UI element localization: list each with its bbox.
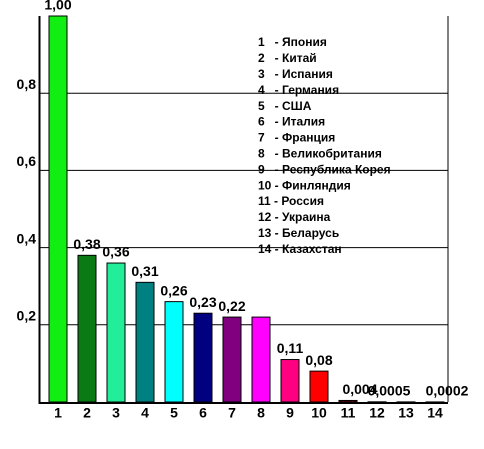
x-tick-label: 9	[286, 405, 294, 421]
legend-entry: 10 - Финляндия	[258, 178, 351, 192]
value-label: 0,38	[73, 236, 100, 252]
value-label: 0,36	[102, 244, 129, 260]
x-tick-label: 3	[112, 405, 120, 421]
y-tick-label: 0,4	[17, 230, 37, 246]
legend-entry: 6 - Италия	[258, 115, 325, 129]
bar	[251, 316, 271, 403]
x-tick-label: 7	[228, 405, 236, 421]
x-tick-label: 13	[398, 405, 414, 421]
x-tick-label: 2	[83, 405, 91, 421]
legend-entry: 12 - Украина	[258, 210, 331, 224]
x-tick-label: 12	[369, 405, 385, 421]
bar	[106, 262, 126, 403]
legend-entry: 8 - Великобритания	[258, 146, 382, 160]
bar	[193, 312, 213, 403]
bar	[280, 359, 300, 403]
legend-entry: 13 - Беларусь	[258, 226, 339, 240]
legend-entry: 4 - Германия	[258, 83, 339, 97]
value-label: 0,23	[189, 294, 216, 310]
legend-entry: 7 - Франция	[258, 131, 335, 145]
value-label: 0,22	[218, 298, 245, 314]
value-label: 0,0002	[426, 383, 469, 399]
bar	[164, 301, 184, 403]
value-label: 0,004	[342, 381, 377, 397]
bar	[338, 399, 358, 403]
x-tick-label: 11	[341, 405, 356, 421]
y-tick-label: 0,8	[17, 76, 37, 92]
x-tick-label: 1	[54, 405, 62, 421]
legend-entry: 3 - Испания	[258, 67, 333, 81]
bar	[135, 281, 155, 403]
bar	[77, 254, 97, 403]
x-tick-label: 5	[170, 405, 178, 421]
bar	[309, 370, 329, 403]
value-label: 1,00	[44, 0, 71, 13]
bar	[48, 15, 68, 403]
x-tick-label: 14	[427, 405, 443, 421]
value-label: 0,0005	[368, 383, 411, 399]
value-label: 0,26	[160, 282, 187, 298]
y-tick-label: 0,2	[17, 308, 37, 324]
x-tick-label: 4	[141, 405, 149, 421]
legend-entry: 11 - Россия	[258, 194, 324, 208]
value-label: 0,08	[305, 352, 332, 368]
x-tick-label: 8	[257, 405, 265, 421]
legend-entry: 9 - Республика Корея	[258, 162, 391, 176]
x-tick-label: 6	[199, 405, 207, 421]
legend-entry: 5 - США	[258, 99, 312, 113]
legend-entry: 1 - Япония	[258, 35, 327, 49]
x-tick-label: 10	[311, 405, 327, 421]
bar	[222, 316, 242, 403]
y-tick-label: 0,6	[17, 153, 37, 169]
legend-entry: 14 - Казахстан	[258, 242, 342, 256]
value-label: 0,11	[277, 340, 304, 356]
legend-entry: 2 - Китай	[258, 51, 317, 65]
value-label: 0,31	[131, 263, 158, 279]
